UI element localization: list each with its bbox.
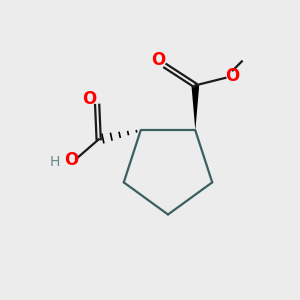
Text: O: O: [82, 91, 97, 109]
Text: O: O: [225, 68, 239, 85]
Text: H: H: [49, 155, 60, 170]
Polygon shape: [191, 85, 199, 130]
Text: O: O: [64, 152, 78, 169]
Text: O: O: [152, 52, 166, 70]
